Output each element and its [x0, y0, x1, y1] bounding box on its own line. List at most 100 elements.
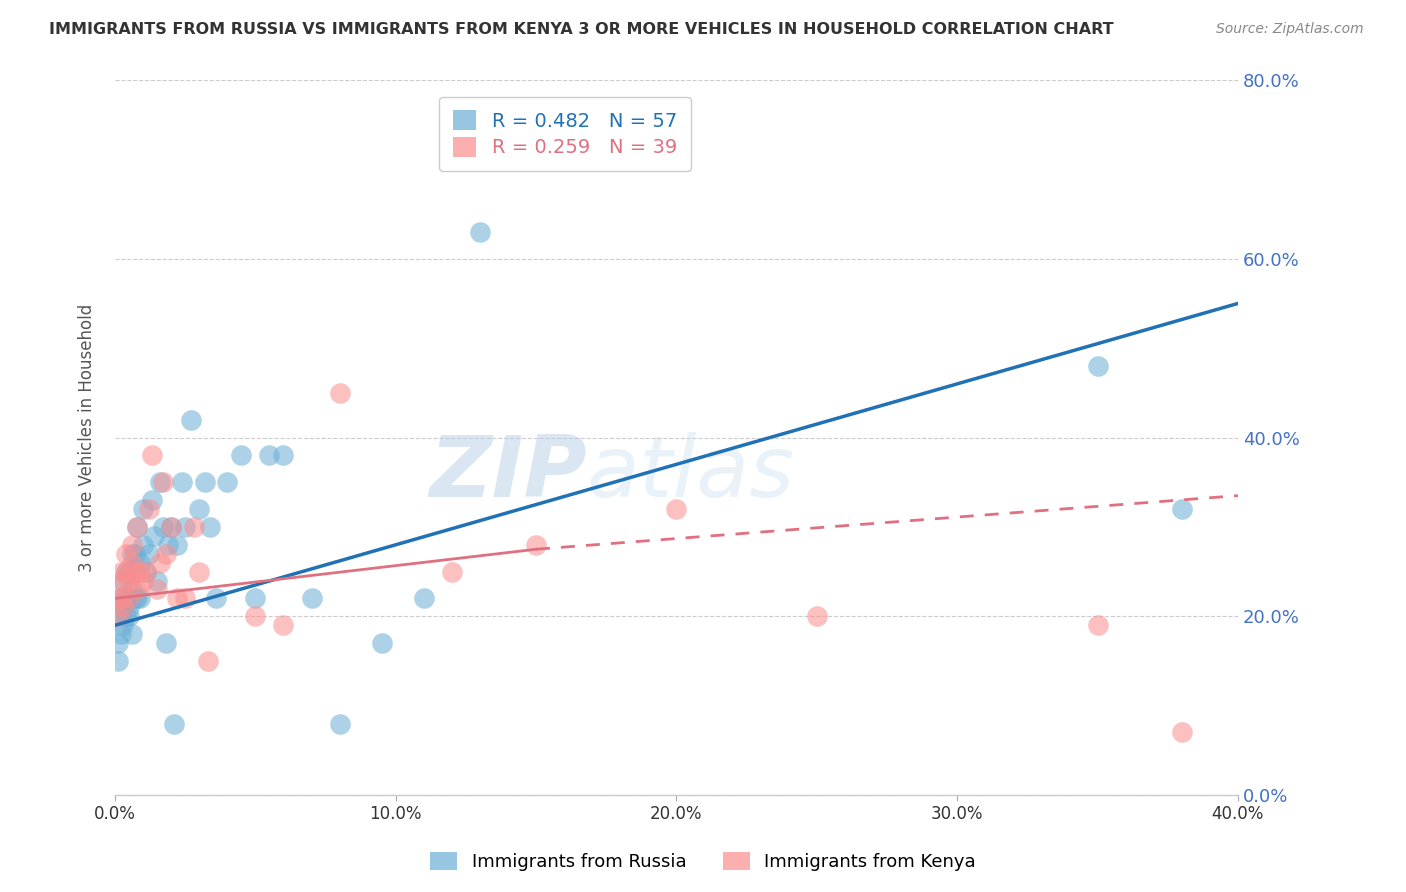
- Point: [197, 654, 219, 668]
- Point: [112, 600, 135, 615]
- Text: atlas: atlas: [586, 432, 794, 515]
- Point: [121, 556, 143, 570]
- Point: [107, 654, 129, 668]
- Point: [157, 538, 180, 552]
- Point: [146, 582, 169, 597]
- Point: [107, 609, 129, 624]
- Point: [205, 591, 228, 606]
- Point: [166, 591, 188, 606]
- Y-axis label: 3 or more Vehicles in Household: 3 or more Vehicles in Household: [79, 303, 96, 572]
- Point: [124, 565, 146, 579]
- Point: [665, 502, 688, 516]
- Legend: R = 0.482   N = 57, R = 0.259   N = 39: R = 0.482 N = 57, R = 0.259 N = 39: [439, 97, 690, 171]
- Point: [1170, 725, 1192, 739]
- Text: ZIP: ZIP: [429, 432, 586, 515]
- Point: [143, 529, 166, 543]
- Point: [110, 565, 132, 579]
- Point: [231, 449, 253, 463]
- Point: [110, 591, 132, 606]
- Point: [273, 449, 295, 463]
- Point: [112, 574, 135, 588]
- Point: [127, 591, 149, 606]
- Point: [118, 600, 141, 615]
- Point: [135, 565, 157, 579]
- Point: [440, 565, 463, 579]
- Point: [129, 556, 152, 570]
- Point: [329, 385, 352, 400]
- Point: [132, 502, 155, 516]
- Point: [121, 582, 143, 597]
- Point: [152, 475, 174, 490]
- Point: [245, 591, 267, 606]
- Point: [127, 520, 149, 534]
- Point: [160, 520, 183, 534]
- Point: [174, 520, 197, 534]
- Point: [115, 565, 138, 579]
- Point: [166, 538, 188, 552]
- Point: [118, 591, 141, 606]
- Point: [155, 547, 177, 561]
- Point: [412, 591, 434, 606]
- Point: [110, 627, 132, 641]
- Point: [245, 609, 267, 624]
- Point: [115, 547, 138, 561]
- Point: [124, 591, 146, 606]
- Point: [132, 574, 155, 588]
- Point: [115, 609, 138, 624]
- Point: [217, 475, 239, 490]
- Point: [141, 493, 163, 508]
- Point: [163, 716, 186, 731]
- Point: [127, 582, 149, 597]
- Point: [149, 556, 172, 570]
- Text: IMMIGRANTS FROM RUSSIA VS IMMIGRANTS FROM KENYA 3 OR MORE VEHICLES IN HOUSEHOLD : IMMIGRANTS FROM RUSSIA VS IMMIGRANTS FRO…: [49, 22, 1114, 37]
- Point: [1170, 502, 1192, 516]
- Point: [188, 565, 211, 579]
- Point: [806, 609, 828, 624]
- Point: [110, 591, 132, 606]
- Point: [124, 547, 146, 561]
- Point: [273, 618, 295, 632]
- Point: [135, 565, 157, 579]
- Point: [118, 565, 141, 579]
- Point: [127, 520, 149, 534]
- Point: [1087, 359, 1109, 373]
- Point: [155, 636, 177, 650]
- Point: [172, 475, 194, 490]
- Point: [138, 547, 160, 561]
- Point: [188, 502, 211, 516]
- Point: [110, 609, 132, 624]
- Point: [259, 449, 281, 463]
- Point: [524, 538, 547, 552]
- Point: [118, 574, 141, 588]
- Point: [329, 716, 352, 731]
- Point: [107, 636, 129, 650]
- Point: [200, 520, 222, 534]
- Point: [149, 475, 172, 490]
- Point: [174, 591, 197, 606]
- Point: [138, 502, 160, 516]
- Point: [1087, 618, 1109, 632]
- Point: [121, 538, 143, 552]
- Point: [180, 412, 202, 426]
- Point: [183, 520, 205, 534]
- Point: [468, 225, 491, 239]
- Point: [121, 627, 143, 641]
- Point: [132, 538, 155, 552]
- Point: [141, 449, 163, 463]
- Point: [370, 636, 392, 650]
- Point: [121, 547, 143, 561]
- Point: [112, 618, 135, 632]
- Point: [160, 520, 183, 534]
- Point: [118, 609, 141, 624]
- Point: [146, 574, 169, 588]
- Point: [115, 565, 138, 579]
- Point: [152, 520, 174, 534]
- Point: [112, 574, 135, 588]
- Text: Source: ZipAtlas.com: Source: ZipAtlas.com: [1216, 22, 1364, 37]
- Point: [107, 591, 129, 606]
- Point: [129, 591, 152, 606]
- Point: [194, 475, 217, 490]
- Legend: Immigrants from Russia, Immigrants from Kenya: Immigrants from Russia, Immigrants from …: [423, 845, 983, 879]
- Point: [301, 591, 323, 606]
- Point: [118, 591, 141, 606]
